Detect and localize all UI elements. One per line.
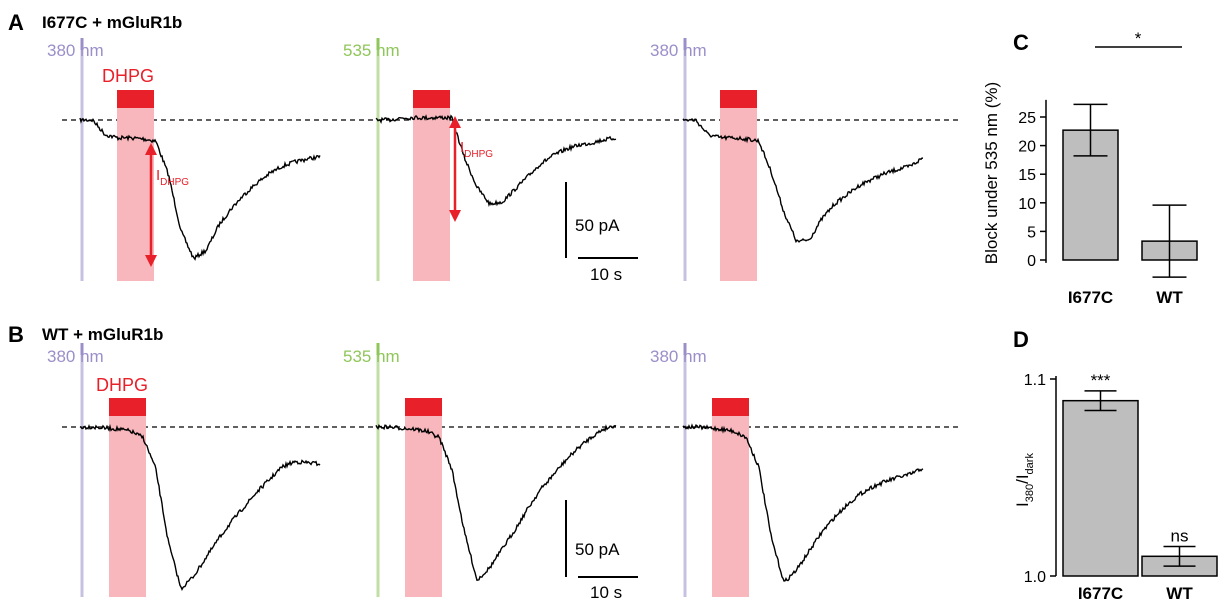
panel-d-y-tick-label: 1.1 <box>1024 372 1046 389</box>
panel-title-a: I677C + mGluR1b <box>42 13 182 32</box>
idhpg-arrow-head-up <box>145 143 157 155</box>
label-380nm: 380 nm <box>47 41 104 60</box>
panel-c-significance-label: * <box>1135 29 1142 48</box>
current-trace <box>682 117 924 244</box>
panel-c-y-tick-label: 20 <box>1018 139 1036 156</box>
panel-c-category-label: WT <box>1156 288 1183 307</box>
idhpg-label: IDHPG <box>460 139 493 160</box>
scalebar-b: 50 pA 10 s <box>565 500 638 602</box>
label-380nm: 380 nm <box>650 347 707 366</box>
dhpg-application-shade <box>405 398 442 597</box>
dhpg-application-shade <box>720 90 757 281</box>
panel-d-category-label: WT <box>1166 584 1193 603</box>
idhpg-label: IDHPG <box>156 167 189 188</box>
panel-d-significance-label: *** <box>1091 371 1111 390</box>
panel-letter-c: C <box>1013 30 1029 55</box>
panel-c-y-tick-label: 5 <box>1027 224 1036 241</box>
idhpg-arrow-head-down <box>449 210 461 222</box>
current-trace <box>375 114 617 207</box>
dhpg-application-shade <box>413 90 450 281</box>
label-380nm: 380 nm <box>47 347 104 366</box>
dhpg-application-bar <box>109 398 146 416</box>
dhpg-label-b: DHPG <box>96 375 148 395</box>
panel-letter-d: D <box>1013 327 1029 352</box>
panel-d-y-tick-label: 1.0 <box>1024 569 1046 586</box>
label-535nm: 535 nm <box>343 347 400 366</box>
dhpg-application-shade <box>117 90 154 281</box>
panel-letter-b: B <box>8 322 24 347</box>
panel-c-category-label: I677C <box>1068 288 1113 307</box>
panel-d-significance-label: ns <box>1171 526 1189 545</box>
current-trace <box>79 117 321 261</box>
label-535nm: 535 nm <box>343 41 400 60</box>
scalebar-b-current-label: 50 pA <box>575 540 620 559</box>
current-trace <box>375 424 617 581</box>
panel-c-bar-chart: Block under 535 nm (%) 0 5 10 15 20 25 I677C WT… <box>982 29 1198 307</box>
dhpg-application-bar <box>405 398 442 416</box>
panel-c-y-axis-label: Block under 535 nm (%) <box>982 82 1001 264</box>
label-380nm: 380 nm <box>650 41 707 60</box>
dhpg-application-bar <box>413 90 450 108</box>
dhpg-label-a: DHPG <box>102 66 154 86</box>
dhpg-application-shade <box>109 398 146 597</box>
panel-b-traces: 380 nm 535 nm 380 nm DHPG <box>47 343 962 597</box>
panel-d-category-label: I677C <box>1078 584 1123 603</box>
panel-title-b: WT + mGluR1b <box>42 325 163 344</box>
dhpg-application-shade <box>712 398 749 597</box>
panel-c-y-tick-label: 25 <box>1018 110 1036 127</box>
panel-d-bar-chart: I380/Idark 1.0 1.1 I677C *** WT ns <box>1013 371 1218 603</box>
dhpg-application-bar <box>720 90 757 108</box>
panel-d-y-axis-label: I380/Idark <box>1013 453 1036 507</box>
scalebar-a-time-label: 10 s <box>590 265 622 284</box>
panel-c-y-tick-label: 0 <box>1027 253 1036 270</box>
current-trace <box>79 423 321 592</box>
idhpg-arrow-head-up <box>449 116 461 128</box>
panel-c-y-tick-label: 10 <box>1018 196 1036 213</box>
current-trace <box>682 423 924 582</box>
idhpg-arrow-head-down <box>145 255 157 267</box>
scalebar-b-time-label: 10 s <box>590 583 622 602</box>
dhpg-application-bar <box>712 398 749 416</box>
panel-c-y-tick-label: 15 <box>1018 167 1036 184</box>
dhpg-application-bar <box>117 90 154 108</box>
panel-d-bar-i677c <box>1062 399 1139 577</box>
scalebar-a: 50 pA 10 s <box>565 182 638 284</box>
scalebar-a-current-label: 50 pA <box>575 216 620 235</box>
panel-letter-a: A <box>8 10 24 35</box>
panel-a-traces: 380 nm 535 nm 380 nm DHPG IDHPG IDHPG <box>47 38 962 281</box>
